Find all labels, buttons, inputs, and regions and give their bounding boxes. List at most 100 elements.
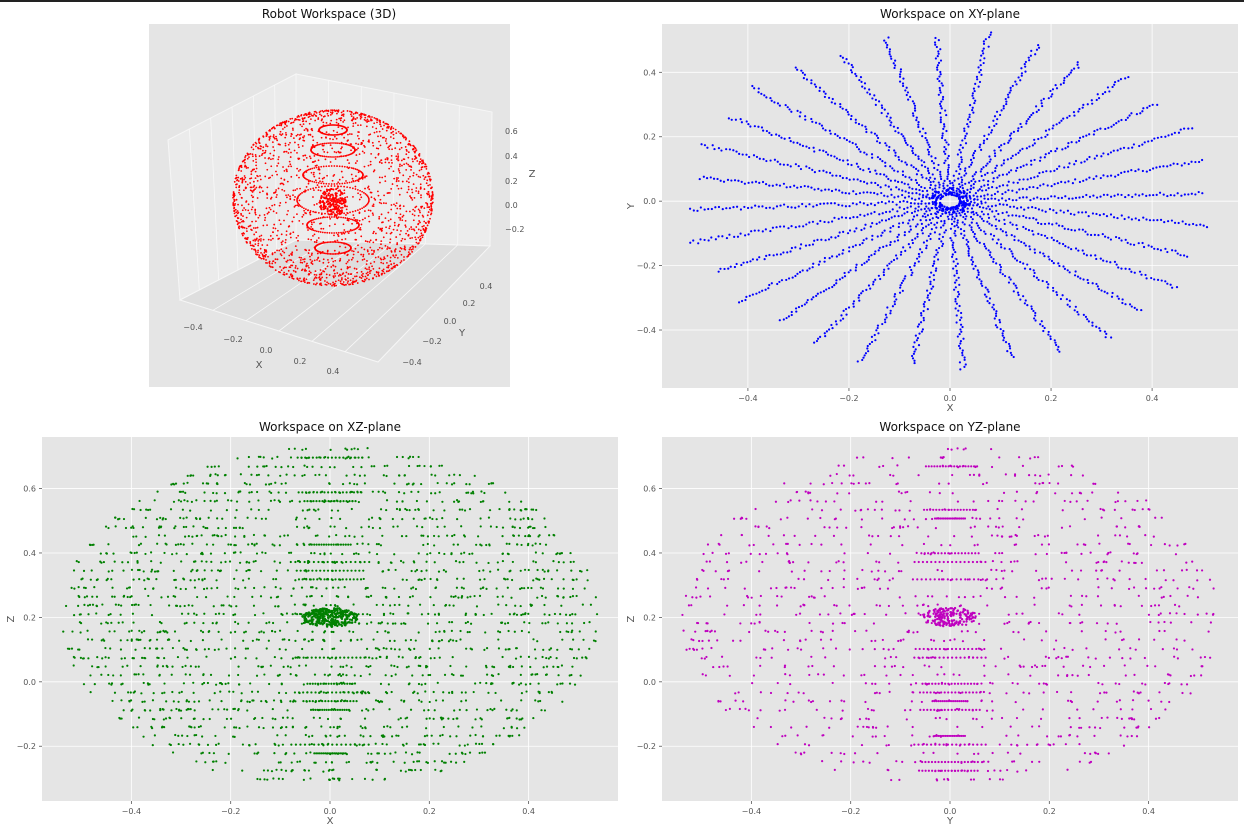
data-point xyxy=(720,149,723,152)
data-point xyxy=(206,681,210,685)
data-point xyxy=(854,244,857,247)
data-point xyxy=(1124,238,1127,241)
data-point xyxy=(355,656,358,659)
data-point xyxy=(274,465,277,468)
data-point xyxy=(307,769,311,772)
data-point xyxy=(834,320,838,323)
data-point xyxy=(165,664,168,667)
data-point xyxy=(569,647,572,651)
data-point xyxy=(232,735,235,738)
data-point xyxy=(82,569,86,572)
data-point xyxy=(1091,282,1094,285)
data-point xyxy=(511,560,514,564)
data-point xyxy=(945,113,948,117)
data-point xyxy=(75,560,78,563)
data-point xyxy=(1057,345,1060,348)
data-point xyxy=(485,673,489,676)
data-point xyxy=(785,186,788,189)
data-point xyxy=(129,691,132,694)
data-point xyxy=(465,647,468,650)
data-point xyxy=(889,309,892,312)
data-point xyxy=(982,40,985,43)
data-point xyxy=(139,638,142,641)
data-point xyxy=(956,210,959,213)
data-point xyxy=(833,155,836,158)
data-point xyxy=(955,192,959,196)
data-point xyxy=(217,708,220,711)
data-point xyxy=(767,287,770,290)
data-point xyxy=(215,499,218,502)
data-point xyxy=(453,709,456,712)
data-point xyxy=(236,457,239,460)
data-point xyxy=(460,691,463,694)
data-point xyxy=(243,631,246,634)
data-point xyxy=(891,167,894,170)
data-point xyxy=(428,700,431,704)
data-point xyxy=(468,552,471,556)
data-point xyxy=(439,734,442,737)
data-point xyxy=(365,761,368,764)
data-point xyxy=(987,216,991,219)
data-point xyxy=(1141,110,1144,113)
data-point xyxy=(958,212,961,215)
data-point xyxy=(1061,294,1064,297)
data-point xyxy=(312,508,316,511)
data-point xyxy=(964,142,968,145)
data-point xyxy=(909,205,912,208)
data-point xyxy=(864,125,867,128)
data-point xyxy=(782,318,785,321)
data-point xyxy=(1048,258,1051,261)
data-point xyxy=(1170,249,1174,252)
data-point xyxy=(317,543,321,546)
data-point xyxy=(377,561,380,565)
data-point xyxy=(953,217,956,220)
data-point xyxy=(1116,149,1119,152)
data-point xyxy=(939,116,942,119)
data-point xyxy=(955,189,958,193)
data-point xyxy=(464,699,468,702)
data-point xyxy=(420,613,423,616)
data-point xyxy=(846,159,849,162)
data-point xyxy=(849,118,853,121)
data-point xyxy=(445,482,448,485)
data-point xyxy=(529,665,532,669)
data-point xyxy=(897,131,900,134)
data-point xyxy=(962,191,966,195)
data-point xyxy=(941,190,944,193)
data-point xyxy=(1110,336,1113,339)
data-point xyxy=(976,239,979,243)
data-point xyxy=(204,596,208,599)
data-point xyxy=(1012,355,1015,359)
data-point xyxy=(200,752,203,755)
data-point xyxy=(174,482,178,485)
data-point xyxy=(904,175,907,178)
data-point xyxy=(964,217,967,221)
data-point xyxy=(192,691,195,694)
data-point xyxy=(1148,194,1151,197)
data-point xyxy=(213,534,216,537)
data-point xyxy=(764,182,768,186)
data-point xyxy=(913,359,916,362)
data-point xyxy=(857,122,861,126)
data-point xyxy=(987,186,990,190)
data-point xyxy=(999,243,1003,246)
data-point xyxy=(765,254,768,258)
data-point xyxy=(455,499,459,502)
data-point xyxy=(86,629,89,632)
data-point xyxy=(390,690,393,694)
data-point xyxy=(867,284,871,287)
data-point xyxy=(911,271,914,274)
data-point xyxy=(493,707,496,710)
data-point xyxy=(900,281,903,285)
data-point xyxy=(1141,241,1144,245)
data-point xyxy=(826,153,830,156)
data-point xyxy=(347,614,350,618)
data-point xyxy=(370,621,373,624)
data-point xyxy=(405,508,409,512)
data-point xyxy=(337,621,340,624)
data-point xyxy=(391,517,394,521)
data-point xyxy=(939,170,942,173)
data-point xyxy=(375,657,378,660)
data-point xyxy=(986,193,989,196)
data-point xyxy=(345,674,348,677)
